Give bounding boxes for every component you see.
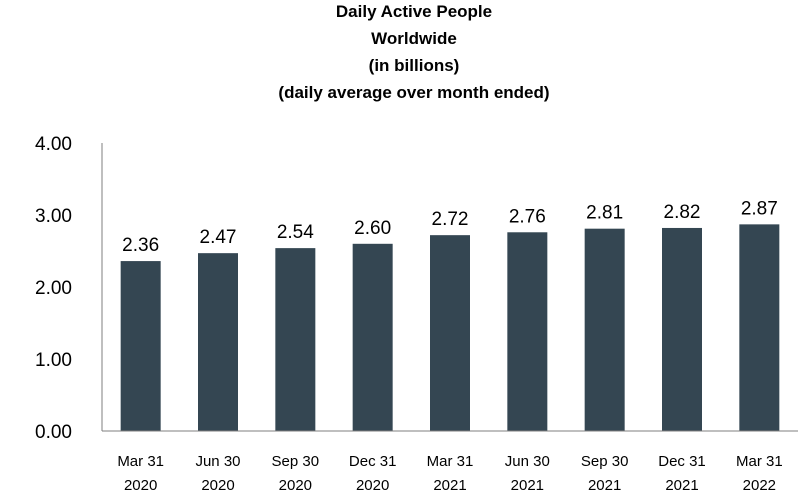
chart-title-line-4: (daily average over month ended)	[278, 83, 549, 102]
bar-value-label: 2.47	[200, 227, 237, 248]
bar	[739, 224, 780, 431]
bar	[430, 235, 470, 431]
bar-value-label: 2.72	[432, 209, 469, 230]
x-tick-label: Sep 30	[272, 453, 320, 470]
x-tick-label: Mar 31	[427, 453, 474, 470]
chart-title-line-3: (in billions)	[369, 56, 460, 75]
bars	[120, 224, 780, 431]
bar-value-label: 2.54	[277, 222, 314, 243]
chart-title-line-2: Worldwide	[371, 29, 457, 48]
y-tick-label: 4.00	[35, 134, 72, 155]
data-labels: 2.36 2.47 2.54 2.60 2.72 2.76 2.81 2.82 2.87	[122, 198, 778, 256]
x-tick-label: 2020	[124, 477, 157, 492]
x-axis: Mar 31 2020 Jun 30 2020 Sep 30 2020 Dec 31 2020…	[102, 430, 798, 492]
x-tick-label: 2022	[743, 477, 776, 492]
x-tick-label: Dec 31	[349, 453, 397, 470]
bar-value-label: 2.36	[122, 235, 159, 256]
x-tick-label: 2020	[356, 477, 389, 492]
bar-value-label: 2.82	[664, 202, 701, 223]
x-tick-label: 2021	[588, 477, 621, 492]
x-tick-label: 2021	[511, 477, 544, 492]
x-tick-label: 2020	[279, 477, 312, 492]
x-tick-label: Mar 31	[117, 453, 164, 470]
bar	[584, 228, 625, 431]
bar	[662, 227, 702, 431]
y-tick-label: 2.00	[35, 278, 72, 299]
bar-value-label: 2.81	[586, 203, 623, 224]
x-tick-label: Jun 30	[195, 453, 240, 470]
bar-value-label: 2.60	[354, 218, 391, 239]
x-tick-label: 2020	[201, 477, 234, 492]
bar	[352, 243, 393, 431]
bar-value-label: 2.76	[509, 206, 546, 227]
bar	[507, 232, 548, 431]
bar	[198, 253, 238, 431]
y-tick-label: 3.00	[35, 206, 72, 227]
y-tick-label: 0.00	[35, 422, 72, 443]
y-tick-label: 1.00	[35, 350, 72, 371]
x-tick-label: Jun 30	[505, 453, 550, 470]
x-tick-label: 2021	[665, 477, 698, 492]
bar-value-label: 2.87	[741, 198, 778, 219]
x-tick-label: 2021	[433, 477, 466, 492]
bar	[120, 261, 161, 431]
chart-title: Daily Active People Worldwide (in billio…	[278, 2, 549, 102]
x-tick-label: Dec 31	[658, 453, 706, 470]
x-tick-label: Mar 31	[736, 453, 783, 470]
bar	[275, 248, 316, 431]
x-tick-label: Sep 30	[581, 453, 629, 470]
y-axis: 0.00 1.00 2.00 3.00 4.00	[35, 134, 103, 443]
chart-title-line-1: Daily Active People	[336, 2, 492, 21]
